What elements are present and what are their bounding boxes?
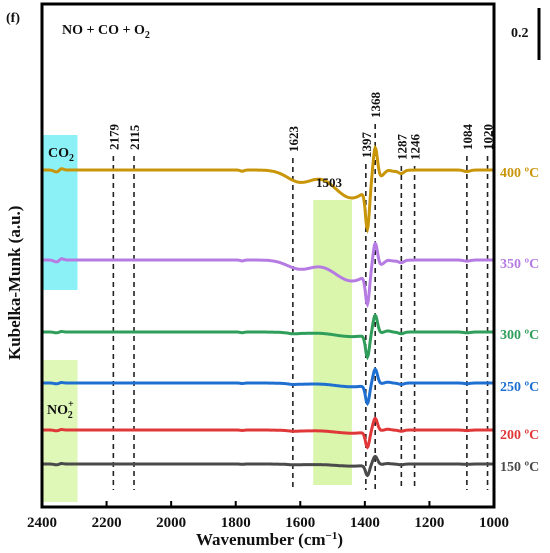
band-1503-label: 1503: [316, 175, 343, 190]
series-line-2: [42, 313, 494, 361]
x-tick-label-1600: 1600: [285, 515, 315, 531]
series-line-3: [42, 367, 494, 407]
plot-frame: [40, 2, 496, 509]
series-label-5: 150 ºC: [500, 460, 539, 475]
x-axis-ticks: 2400 2200 2000 1800 1600 1400 1200 1000: [27, 501, 509, 531]
series-line-5: [42, 454, 494, 478]
highlight-band-0: [42, 135, 78, 290]
series-label-1: 350 ºC: [500, 257, 539, 272]
peak-label-2115: 2115: [127, 124, 142, 150]
series-label-4: 200 ºC: [500, 428, 539, 443]
x-tick-label-1000: 1000: [479, 515, 509, 531]
series-label-2: 300 ºC: [500, 328, 539, 343]
x-tick-label-1400: 1400: [350, 515, 380, 531]
x-tick-label-2000: 2000: [156, 515, 186, 531]
series-line-0: [42, 144, 494, 234]
y-axis-title: Kubelka-Munk (a.u.): [5, 206, 24, 360]
no2-label: NO+ 2: [47, 399, 74, 421]
co2-label: CO2: [48, 146, 74, 164]
x-tick-label-2200: 2200: [92, 515, 122, 531]
chart-title: NO + CO + O2: [62, 23, 150, 41]
series-label-0: 400 ºC: [500, 166, 539, 181]
series-label-3: 250 ºC: [500, 380, 539, 395]
panel-label: (f): [6, 11, 20, 26]
x-axis-title: Wavenumber (cm−1): [196, 530, 343, 549]
x-tick-label-1800: 1800: [221, 515, 251, 531]
x-tick-label-1200: 1200: [414, 515, 444, 531]
peak-label-2179: 2179: [106, 124, 121, 151]
peak-label-1246: 1246: [408, 134, 423, 161]
peak-label-1368: 1368: [368, 92, 383, 119]
temperature-labels: 400 ºC 350 ºC 300 ºC 250 ºC 200 ºC 150 ºC: [500, 166, 539, 475]
spectra-group: [42, 144, 494, 478]
highlight-band-2: [313, 200, 352, 485]
peak-label-1287: 1287: [394, 134, 409, 161]
scale-bar-label: 0.2: [511, 26, 529, 41]
peak-label-1623: 1623: [286, 126, 301, 153]
peak-label-1084: 1084: [460, 124, 475, 151]
peak-label-1020: 1020: [481, 124, 496, 150]
series-line-1: [42, 240, 494, 309]
highlight-bands: [42, 135, 352, 502]
x-tick-label-2400: 2400: [27, 515, 57, 531]
peak-label-1397: 1397: [359, 132, 374, 159]
series-line-4: [42, 416, 494, 450]
